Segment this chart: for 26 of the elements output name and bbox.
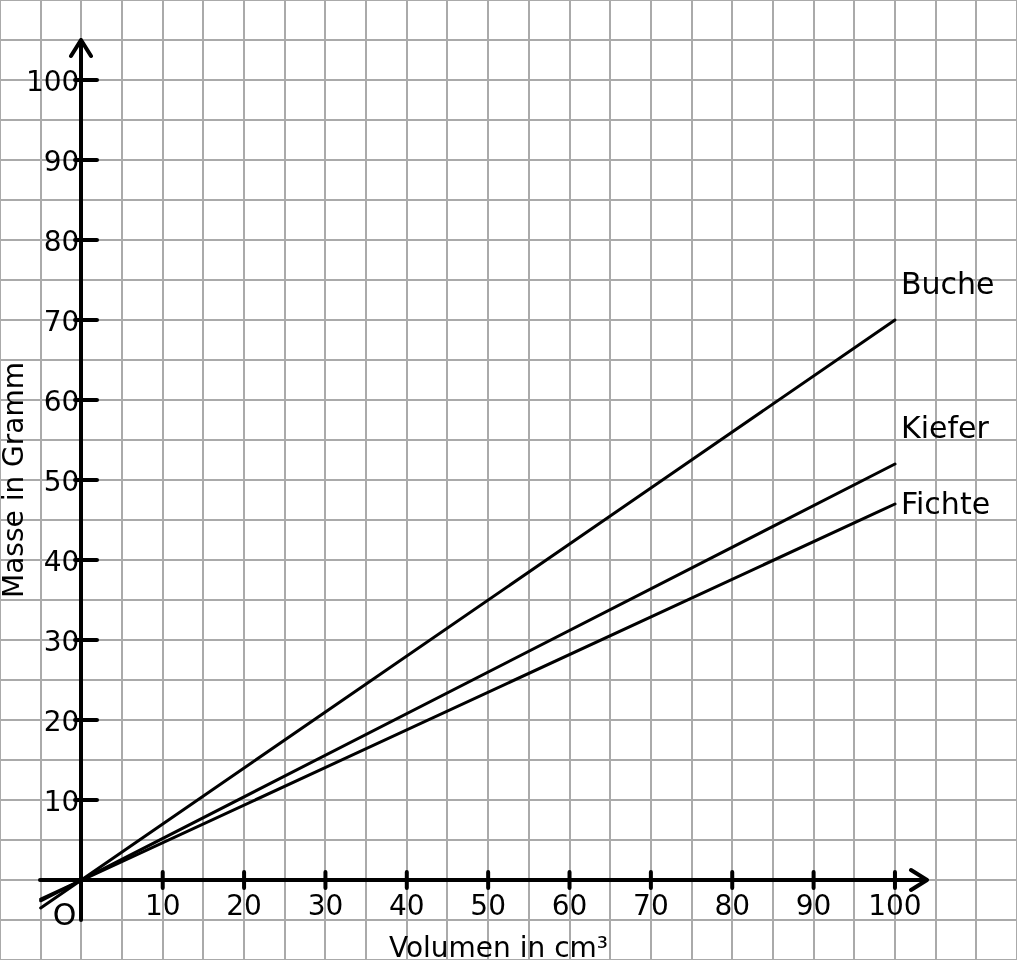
x-axis-title: Volumen in cm³ [388,931,609,960]
x-tick-label: 80 [714,889,751,923]
y-tick-label: 80 [43,225,80,259]
y-tick-label: 70 [43,305,80,339]
series-label: Buche [900,265,995,301]
y-tick-label: 90 [43,145,80,179]
x-tick-label: 70 [633,889,669,923]
y-tick-label: 100 [25,65,80,99]
y-tick-label: 20 [43,705,80,739]
x-tick-label: 20 [226,889,262,923]
y-tick-label: 60 [43,385,80,419]
x-tick-label: 10 [144,889,181,923]
y-tick-label: 10 [43,785,80,819]
x-tick-label: 40 [388,889,425,923]
y-tick-label: 40 [43,545,80,579]
y-tick-label: 50 [43,465,80,499]
x-tick-label: 90 [795,889,832,923]
x-tick-label: 60 [551,889,588,923]
y-axis-title: Masse in Gramm [0,362,31,598]
x-tick-label: 50 [470,889,506,923]
series-label: Fichte [900,485,991,521]
y-tick-label: 30 [43,625,80,659]
annotation: O [52,896,77,932]
x-tick-label: 100 [868,889,922,923]
series-label: Kiefer [900,409,990,445]
x-tick-label: 30 [307,889,344,923]
